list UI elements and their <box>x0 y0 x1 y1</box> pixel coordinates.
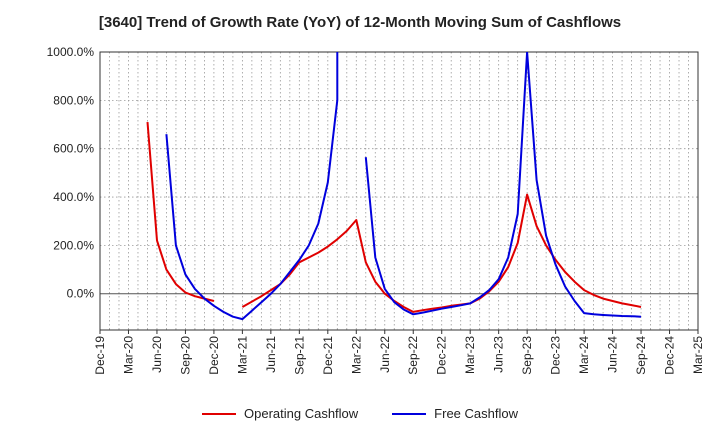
x-tick-label: Mar-22 <box>349 336 363 374</box>
x-tick-label: Sep-21 <box>292 336 306 375</box>
y-tick-label: 200.0% <box>53 238 94 252</box>
legend-swatch-operating-cashflow <box>202 412 236 415</box>
legend-swatch-free-cashflow <box>392 412 427 415</box>
x-tick-label: Dec-20 <box>207 336 221 375</box>
legend-item-free-cashflow: Free Cashflow <box>392 406 518 421</box>
x-tick-label: Dec-19 <box>93 336 107 375</box>
y-tick-label: 0.0% <box>67 287 95 301</box>
x-tick-label: Mar-21 <box>235 336 249 374</box>
legend-label-free-cashflow: Free Cashflow <box>434 406 518 421</box>
x-tick-label: Mar-25 <box>691 336 705 374</box>
x-tick-label: Sep-22 <box>406 336 420 375</box>
plot-border <box>99 51 699 331</box>
series-line-free-cashflow <box>364 52 642 318</box>
legend-label-operating-cashflow: Operating Cashflow <box>244 406 359 421</box>
chart-title: [3640] Trend of Growth Rate (YoY) of 12-… <box>98 14 622 31</box>
x-tick-label: Mar-20 <box>121 336 135 374</box>
x-tick-label: Mar-24 <box>577 336 591 374</box>
x-tick-label: Jun-24 <box>606 336 620 373</box>
y-tick-label: 1000.0% <box>47 45 95 59</box>
x-tick-label: Dec-22 <box>435 336 449 375</box>
x-tick-label: Dec-21 <box>321 336 335 375</box>
y-tick-label: 800.0% <box>53 93 94 107</box>
x-tick-label: Dec-24 <box>663 336 677 375</box>
chart-legend: Operating Cashflow Free Cashflow <box>0 406 720 421</box>
series-line-free-cashflow <box>165 52 339 321</box>
series-line-operating-cashflow <box>241 193 642 313</box>
legend-item-operating-cashflow: Operating Cashflow <box>202 406 358 421</box>
x-tick-label: Sep-24 <box>634 336 648 375</box>
x-tick-label: Mar-23 <box>463 336 477 374</box>
x-tick-label: Jun-23 <box>492 336 506 373</box>
x-tick-label: Sep-20 <box>178 336 192 375</box>
x-tick-label: Jun-20 <box>150 336 164 373</box>
x-tick-label: Jun-21 <box>264 336 278 373</box>
y-tick-label: 600.0% <box>53 142 94 156</box>
x-tick-label: Jun-22 <box>378 336 392 373</box>
x-tick-label: Dec-23 <box>549 336 563 375</box>
x-tick-label: Sep-23 <box>520 336 534 375</box>
y-tick-label: 400.0% <box>53 190 94 204</box>
